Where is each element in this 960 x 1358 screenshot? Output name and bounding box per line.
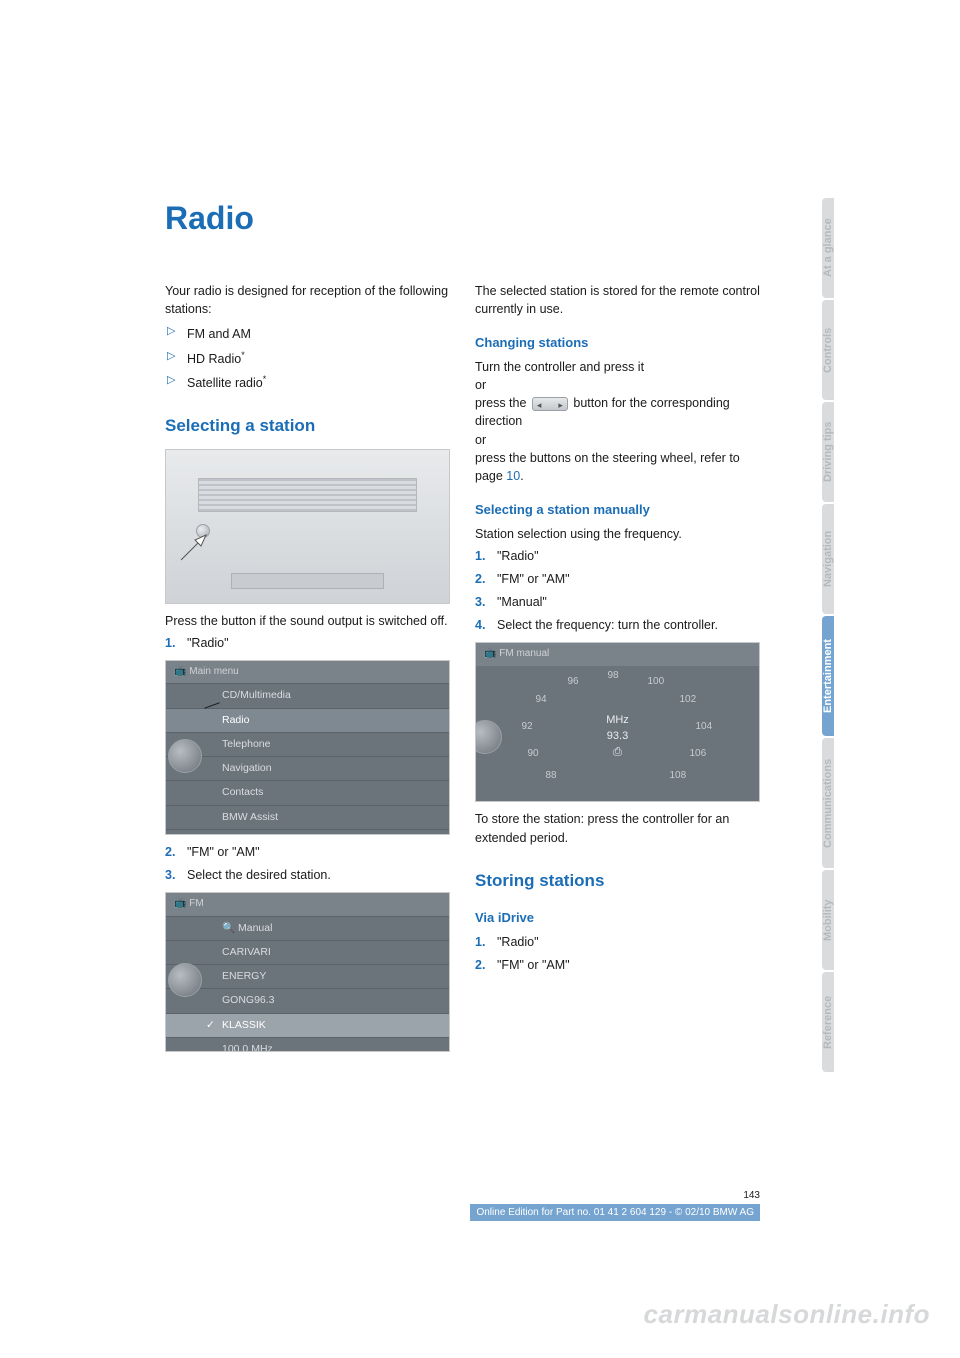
- menu-row: Radio: [166, 708, 449, 732]
- menu-row: Telephone: [166, 732, 449, 756]
- tab-entertainment[interactable]: Entertainment: [822, 616, 834, 736]
- page-footer: 143 Online Edition for Part no. 01 41 2 …: [165, 1190, 760, 1221]
- main-menu-screenshot: 📺 Main menu CD/Multimedia Radio Telephon…: [165, 660, 450, 835]
- stored-remote-text: The selected station is stored for the r…: [475, 282, 760, 318]
- list-item: "FM" or "AM": [475, 956, 760, 974]
- dial-center-value: MHz 93.3 ⎙: [606, 713, 629, 761]
- turn-controller-text: Turn the controller and press it: [475, 358, 760, 376]
- list-item: "FM" or "AM": [475, 570, 760, 588]
- radio-panel-illustration: [165, 449, 450, 604]
- or-text: or: [475, 431, 760, 449]
- list-item: "FM" or "AM": [165, 843, 450, 861]
- steps-fm-am: "FM" or "AM" Select the desired station.: [165, 843, 450, 884]
- intro-text: Your radio is designed for reception of …: [165, 282, 450, 318]
- idrive-knob-icon: [168, 963, 202, 997]
- section-tabs: At a glance Controls Driving tips Naviga…: [822, 198, 850, 1074]
- manual-select-heading: Selecting a station manually: [475, 501, 760, 520]
- list-item: Select the desired station.: [165, 866, 450, 884]
- list-item: HD Radio*: [165, 349, 450, 368]
- menu-row: Vehicle Info: [166, 829, 449, 835]
- edition-line: Online Edition for Part no. 01 41 2 604 …: [470, 1204, 760, 1221]
- menu-row: CD/Multimedia: [166, 683, 449, 707]
- via-idrive-heading: Via iDrive: [475, 909, 760, 928]
- page-title: Radio: [165, 200, 760, 237]
- tab-navigation[interactable]: Navigation: [822, 504, 834, 614]
- press-seek-text: press the button for the corresponding d…: [475, 394, 760, 430]
- idrive-knob-icon: [475, 720, 502, 754]
- fm-row: 🔍 Manual: [166, 916, 449, 940]
- list-item: Satellite radio*: [165, 373, 450, 392]
- store-press-text: To store the station: press the controll…: [475, 810, 760, 846]
- menu-row: Contacts: [166, 780, 449, 804]
- or-text: or: [475, 376, 760, 394]
- menu-row: Navigation: [166, 756, 449, 780]
- panel-caption: Press the button if the sound output is …: [165, 612, 450, 630]
- idrive-knob-icon: [168, 739, 202, 773]
- fm-manual-dial-screenshot: 📺 FM manual 88 90 92 94 96 98 100 102 10…: [475, 642, 760, 802]
- steps-radio: "Radio": [165, 634, 450, 652]
- menu-header: 📺 Main menu: [166, 661, 449, 684]
- left-column: Your radio is designed for reception of …: [165, 282, 450, 1060]
- menu-row: BMW Assist: [166, 805, 449, 829]
- tab-communications[interactable]: Communications: [822, 738, 834, 868]
- fm-row: 100.0 MHz: [166, 1037, 449, 1052]
- storing-stations-heading: Storing stations: [475, 869, 760, 894]
- page-link[interactable]: 10: [506, 469, 520, 483]
- list-item: "Radio": [475, 933, 760, 951]
- list-item: Select the frequency: turn the controlle…: [475, 616, 760, 634]
- fm-row: GONG96.3: [166, 988, 449, 1012]
- tab-driving-tips[interactable]: Driving tips: [822, 402, 834, 502]
- arrow-icon: [178, 533, 208, 563]
- list-item: FM and AM: [165, 324, 450, 343]
- selecting-station-heading: Selecting a station: [165, 414, 450, 439]
- fm-row: KLASSIK: [166, 1013, 449, 1037]
- freq-select-text: Station selection using the frequency.: [475, 525, 760, 543]
- list-item: "Manual": [475, 593, 760, 611]
- tab-controls[interactable]: Controls: [822, 300, 834, 400]
- fm-row: CARIVARI: [166, 940, 449, 964]
- list-item: "Radio": [475, 547, 760, 565]
- fm-row: ENERGY: [166, 964, 449, 988]
- fm-list-screenshot: 📺 FM 🔍 Manual CARIVARI ENERGY GONG96.3 K…: [165, 892, 450, 1052]
- tab-at-a-glance[interactable]: At a glance: [822, 198, 834, 298]
- station-types-list: FM and AM HD Radio* Satellite radio*: [165, 324, 450, 392]
- steps-store: "Radio" "FM" or "AM": [475, 933, 760, 974]
- page-number: 143: [165, 1190, 760, 1201]
- steps-manual: "Radio" "FM" or "AM" "Manual" Select the…: [475, 547, 760, 635]
- tab-reference[interactable]: Reference: [822, 972, 834, 1072]
- changing-stations-heading: Changing stations: [475, 334, 760, 353]
- fm-header: 📺 FM: [166, 893, 449, 916]
- seek-button-icon: [532, 397, 568, 411]
- list-item: "Radio": [165, 634, 450, 652]
- watermark: carmanualsonline.info: [644, 1299, 930, 1330]
- right-column: The selected station is stored for the r…: [475, 282, 760, 1060]
- steering-wheel-text: press the buttons on the steering wheel,…: [475, 449, 760, 485]
- dial-header: 📺 FM manual: [476, 643, 759, 666]
- tab-mobility[interactable]: Mobility: [822, 870, 834, 970]
